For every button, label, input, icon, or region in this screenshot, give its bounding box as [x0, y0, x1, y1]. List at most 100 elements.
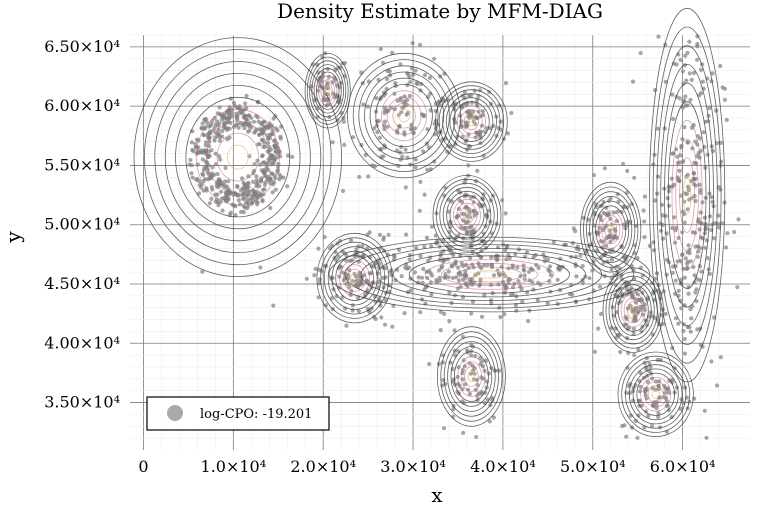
data-point	[678, 298, 683, 303]
data-point	[636, 413, 641, 418]
contour-mid-1	[459, 206, 475, 224]
data-point	[642, 235, 647, 240]
data-point	[225, 116, 230, 121]
data-point	[422, 192, 427, 197]
data-point	[365, 246, 370, 251]
data-point	[316, 295, 321, 300]
data-point	[403, 147, 408, 152]
data-point	[698, 190, 703, 195]
data-point	[637, 297, 642, 302]
contour-right-mid-1	[592, 200, 630, 259]
data-point	[694, 287, 699, 292]
data-point	[405, 83, 410, 88]
data-point	[697, 136, 703, 141]
data-point	[499, 264, 504, 269]
contour-upper-2	[392, 102, 416, 129]
data-point	[333, 67, 338, 73]
data-point	[261, 187, 266, 192]
data-point	[481, 192, 486, 197]
x-tick-label: 3.0×10⁴	[380, 457, 446, 476]
data-point	[625, 365, 630, 370]
data-point	[213, 135, 218, 140]
contour-tall	[660, 64, 714, 327]
data-point	[255, 180, 260, 185]
data-point	[469, 100, 474, 105]
data-point	[334, 294, 339, 299]
data-point	[188, 157, 193, 163]
contour-low-2	[632, 368, 679, 421]
data-point	[497, 273, 502, 278]
data-point	[212, 172, 217, 177]
data-point	[688, 307, 693, 312]
data-point	[390, 50, 395, 55]
data-point	[686, 291, 691, 296]
data-point	[213, 151, 218, 156]
contour-mid-1	[456, 202, 478, 228]
data-point	[689, 77, 694, 82]
data-point	[273, 187, 278, 192]
data-point	[340, 188, 346, 194]
data-point	[399, 274, 404, 279]
data-point	[218, 157, 223, 162]
contour-upper-2	[352, 59, 456, 172]
data-point	[206, 149, 211, 154]
data-point	[437, 278, 442, 283]
data-point	[309, 84, 314, 89]
data-point	[608, 239, 613, 244]
contour-upper-1	[322, 82, 333, 99]
data-point	[260, 153, 265, 158]
data-point	[675, 154, 680, 159]
contour-tall	[679, 157, 695, 233]
data-point	[707, 214, 713, 219]
data-point	[446, 269, 451, 274]
data-point	[607, 211, 612, 216]
contour-right-mid-2	[602, 267, 664, 353]
contour-ring-left	[143, 49, 332, 266]
data-point	[424, 235, 429, 240]
contour-tall	[671, 120, 703, 271]
data-point	[381, 154, 386, 159]
data-point	[707, 106, 712, 111]
data-point	[347, 268, 352, 273]
data-point	[699, 67, 704, 72]
data-point	[316, 246, 321, 251]
data-point	[570, 241, 575, 246]
data-point	[581, 215, 586, 220]
data-point	[409, 126, 415, 131]
data-point	[574, 274, 579, 279]
data-point	[486, 208, 491, 213]
data-point	[266, 149, 272, 154]
data-point	[217, 105, 222, 110]
data-point	[438, 309, 444, 315]
data-point	[647, 243, 652, 248]
contour-long-band	[424, 259, 555, 290]
contour-upper-3	[463, 113, 479, 130]
contour-long-band	[360, 244, 619, 305]
data-point	[365, 279, 370, 284]
data-point	[264, 124, 269, 129]
data-point	[459, 119, 464, 124]
data-point	[689, 196, 694, 201]
data-point	[470, 276, 475, 281]
data-point	[628, 303, 633, 308]
data-point	[442, 311, 447, 316]
data-point	[236, 125, 241, 130]
data-point	[407, 257, 412, 262]
data-point	[642, 219, 647, 224]
data-point	[618, 349, 623, 355]
data-point	[471, 200, 476, 205]
data-point	[418, 42, 423, 48]
data-point	[427, 362, 432, 367]
data-point	[411, 131, 416, 136]
data-point	[653, 198, 658, 203]
data-point	[420, 297, 425, 302]
data-point	[377, 232, 382, 237]
data-point	[401, 100, 406, 105]
data-point	[220, 129, 225, 134]
data-point	[587, 276, 592, 281]
data-point	[654, 402, 659, 408]
contour-right-mid-2	[611, 280, 655, 341]
data-point	[467, 391, 472, 397]
data-point	[489, 255, 494, 260]
data-point	[258, 265, 263, 270]
